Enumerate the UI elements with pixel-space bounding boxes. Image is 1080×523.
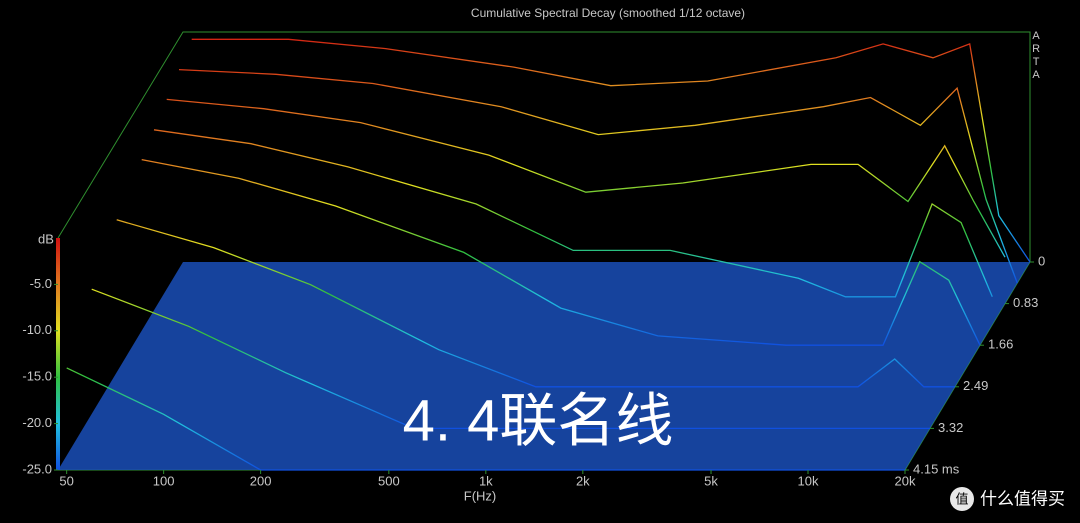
x-tick-label: 2k: [576, 473, 590, 488]
x-tick-label: 500: [378, 473, 400, 488]
x-tick-label: 10k: [798, 473, 819, 488]
plot-area: [58, 38, 1031, 471]
chart-title: Cumulative Spectral Decay (smoothed 1/12…: [471, 6, 745, 20]
x-tick-label: 20k: [895, 473, 916, 488]
frame-back: [57, 31, 1031, 262]
decay-slice: [178, 68, 1018, 284]
logo-icon: 值: [955, 491, 968, 506]
x-tick-label: 50: [59, 473, 73, 488]
x-tick-label: 1k: [479, 473, 493, 488]
y-axis-label: dB: [38, 231, 54, 246]
x-tick-label: 5k: [704, 473, 718, 488]
decay-slice: [141, 158, 981, 346]
t-tick-label: 4.15 ms: [913, 461, 960, 476]
y-tick-label: -5.0: [30, 276, 52, 291]
y-tick-label: -25.0: [22, 461, 52, 476]
t-tick-label: 0: [1038, 253, 1045, 268]
colorbar: [56, 238, 60, 470]
x-tick-label: 100: [153, 473, 175, 488]
decay-slice: [66, 367, 905, 471]
decay-slice: [91, 288, 930, 430]
x-axis-label: F(Hz): [464, 488, 497, 503]
t-tick-label: 3.32: [938, 420, 963, 435]
decay-slice: [153, 129, 993, 298]
side-label: ARTA: [1030, 30, 1042, 82]
decay-slice: [116, 219, 955, 388]
logo-circle: [950, 487, 974, 511]
logo-text: 什么值得买: [980, 489, 1065, 508]
y-tick-label: -15.0: [22, 369, 52, 384]
x-tick-label: 200: [250, 473, 272, 488]
t-tick-label: 0.83: [1013, 295, 1038, 310]
watermark: 4. 4联名线: [403, 388, 674, 453]
y-tick-label: -10.0: [22, 322, 52, 337]
t-tick-label: 1.66: [988, 337, 1013, 352]
y-tick-label: -20.0: [22, 415, 52, 430]
decay-slice: [166, 98, 1006, 258]
floor: [58, 262, 1030, 470]
decay-slice: [191, 38, 1031, 263]
t-tick-label: 2.49: [963, 378, 988, 393]
